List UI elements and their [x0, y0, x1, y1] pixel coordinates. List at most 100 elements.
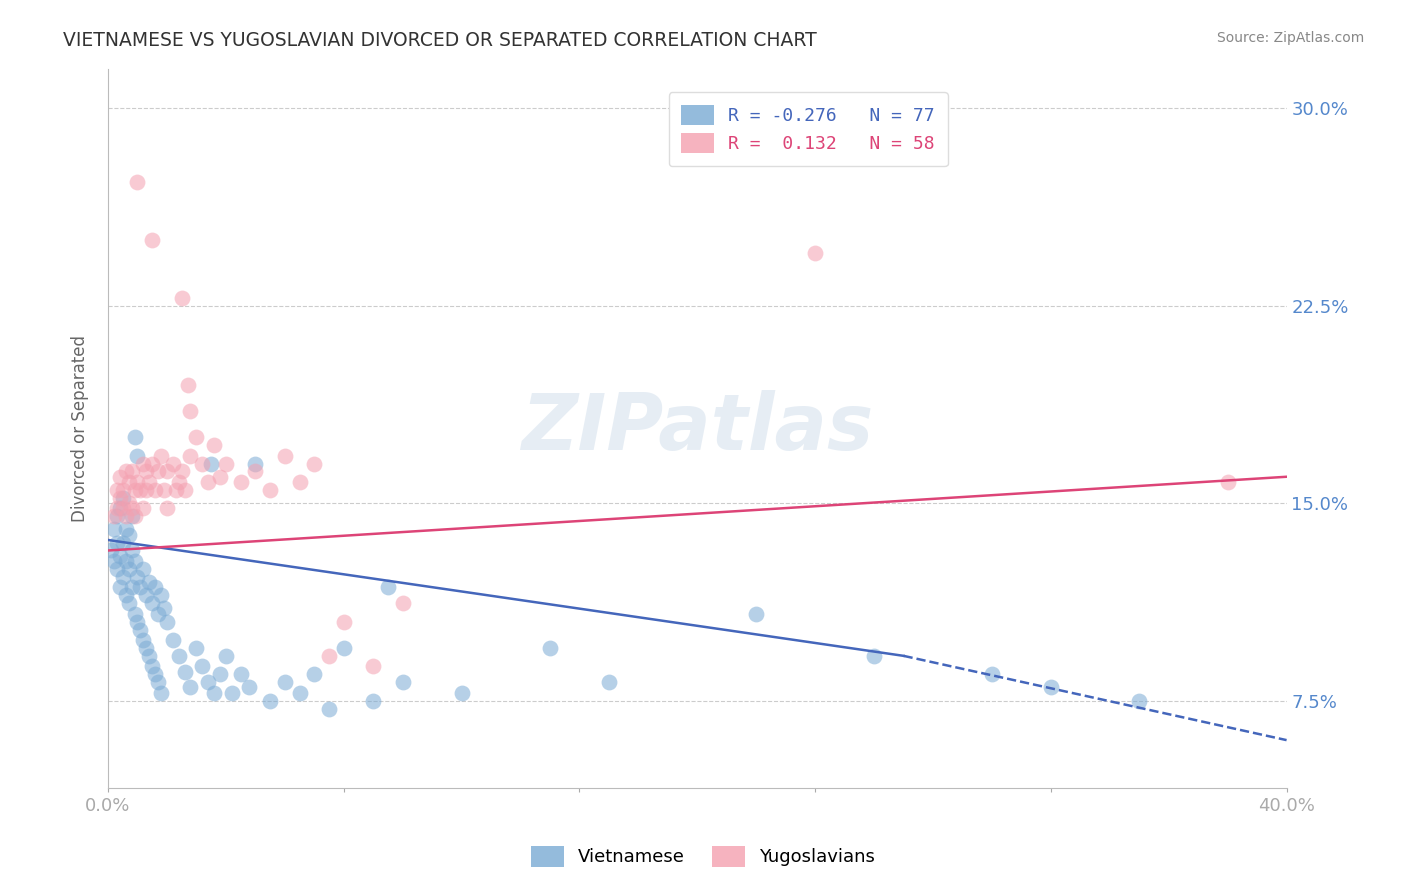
Point	[135, 640, 157, 655]
Point	[111, 501, 134, 516]
Point	[361, 693, 384, 707]
Point	[105, 562, 128, 576]
Point	[1216, 475, 1239, 489]
Point	[127, 475, 149, 489]
Point	[111, 570, 134, 584]
Point	[238, 681, 260, 695]
Point	[108, 469, 131, 483]
Point	[105, 483, 128, 497]
Point	[208, 667, 231, 681]
Point	[124, 483, 146, 497]
Point	[259, 693, 281, 707]
Point	[121, 543, 143, 558]
Point	[129, 483, 152, 497]
Point	[117, 562, 139, 576]
Point	[138, 648, 160, 663]
Point	[332, 615, 354, 629]
Point	[141, 233, 163, 247]
Point	[121, 580, 143, 594]
Point	[318, 701, 340, 715]
Legend: Vietnamese, Yugoslavians: Vietnamese, Yugoslavians	[524, 838, 882, 874]
Point	[167, 475, 190, 489]
Point	[150, 686, 173, 700]
Point	[221, 686, 243, 700]
Point	[245, 457, 267, 471]
Point	[117, 527, 139, 541]
Point	[167, 648, 190, 663]
Point	[215, 648, 238, 663]
Text: VIETNAMESE VS YUGOSLAVIAN DIVORCED OR SEPARATED CORRELATION CHART: VIETNAMESE VS YUGOSLAVIAN DIVORCED OR SE…	[63, 31, 817, 50]
Legend: R = -0.276   N = 77, R =  0.132   N = 58: R = -0.276 N = 77, R = 0.132 N = 58	[669, 92, 948, 166]
Point	[191, 457, 214, 471]
Point	[108, 501, 131, 516]
Point	[173, 483, 195, 497]
Point	[538, 640, 561, 655]
Point	[121, 465, 143, 479]
Point	[127, 175, 149, 189]
Point	[143, 580, 166, 594]
Point	[121, 501, 143, 516]
Point	[135, 483, 157, 497]
Point	[127, 615, 149, 629]
Point	[332, 640, 354, 655]
Point	[173, 665, 195, 679]
Point	[162, 633, 184, 648]
Point	[124, 430, 146, 444]
Point	[304, 667, 326, 681]
Point	[186, 430, 208, 444]
Point	[197, 475, 219, 489]
Point	[117, 496, 139, 510]
Point	[208, 469, 231, 483]
Point	[129, 580, 152, 594]
Point	[105, 509, 128, 524]
Point	[143, 483, 166, 497]
Point	[108, 491, 131, 505]
Point	[156, 615, 179, 629]
Point	[318, 648, 340, 663]
Point	[259, 483, 281, 497]
Point	[150, 588, 173, 602]
Point	[111, 491, 134, 505]
Point	[361, 659, 384, 673]
Point	[114, 509, 136, 524]
Point	[127, 449, 149, 463]
Point	[274, 675, 297, 690]
Point	[114, 523, 136, 537]
Point	[124, 607, 146, 621]
Point	[141, 596, 163, 610]
Point	[132, 501, 155, 516]
Point	[179, 449, 201, 463]
Point	[146, 465, 169, 479]
Point	[1128, 693, 1150, 707]
Point	[103, 554, 125, 568]
Point	[127, 570, 149, 584]
Point	[981, 667, 1004, 681]
Point	[141, 659, 163, 673]
Point	[108, 580, 131, 594]
Point	[598, 675, 620, 690]
Point	[245, 465, 267, 479]
Point	[377, 580, 399, 594]
Point	[146, 675, 169, 690]
Text: Source: ZipAtlas.com: Source: ZipAtlas.com	[1216, 31, 1364, 45]
Point	[156, 501, 179, 516]
Point	[304, 457, 326, 471]
Point	[124, 554, 146, 568]
Point	[450, 686, 472, 700]
Point	[170, 465, 193, 479]
Point	[138, 475, 160, 489]
Point	[274, 449, 297, 463]
Point	[150, 449, 173, 463]
Point	[105, 501, 128, 516]
Point	[132, 633, 155, 648]
Point	[745, 607, 768, 621]
Point	[179, 681, 201, 695]
Point	[114, 554, 136, 568]
Point	[1039, 681, 1062, 695]
Point	[804, 246, 827, 260]
Point	[863, 648, 886, 663]
Point	[202, 686, 225, 700]
Point	[146, 607, 169, 621]
Point	[200, 457, 222, 471]
Point	[156, 465, 179, 479]
